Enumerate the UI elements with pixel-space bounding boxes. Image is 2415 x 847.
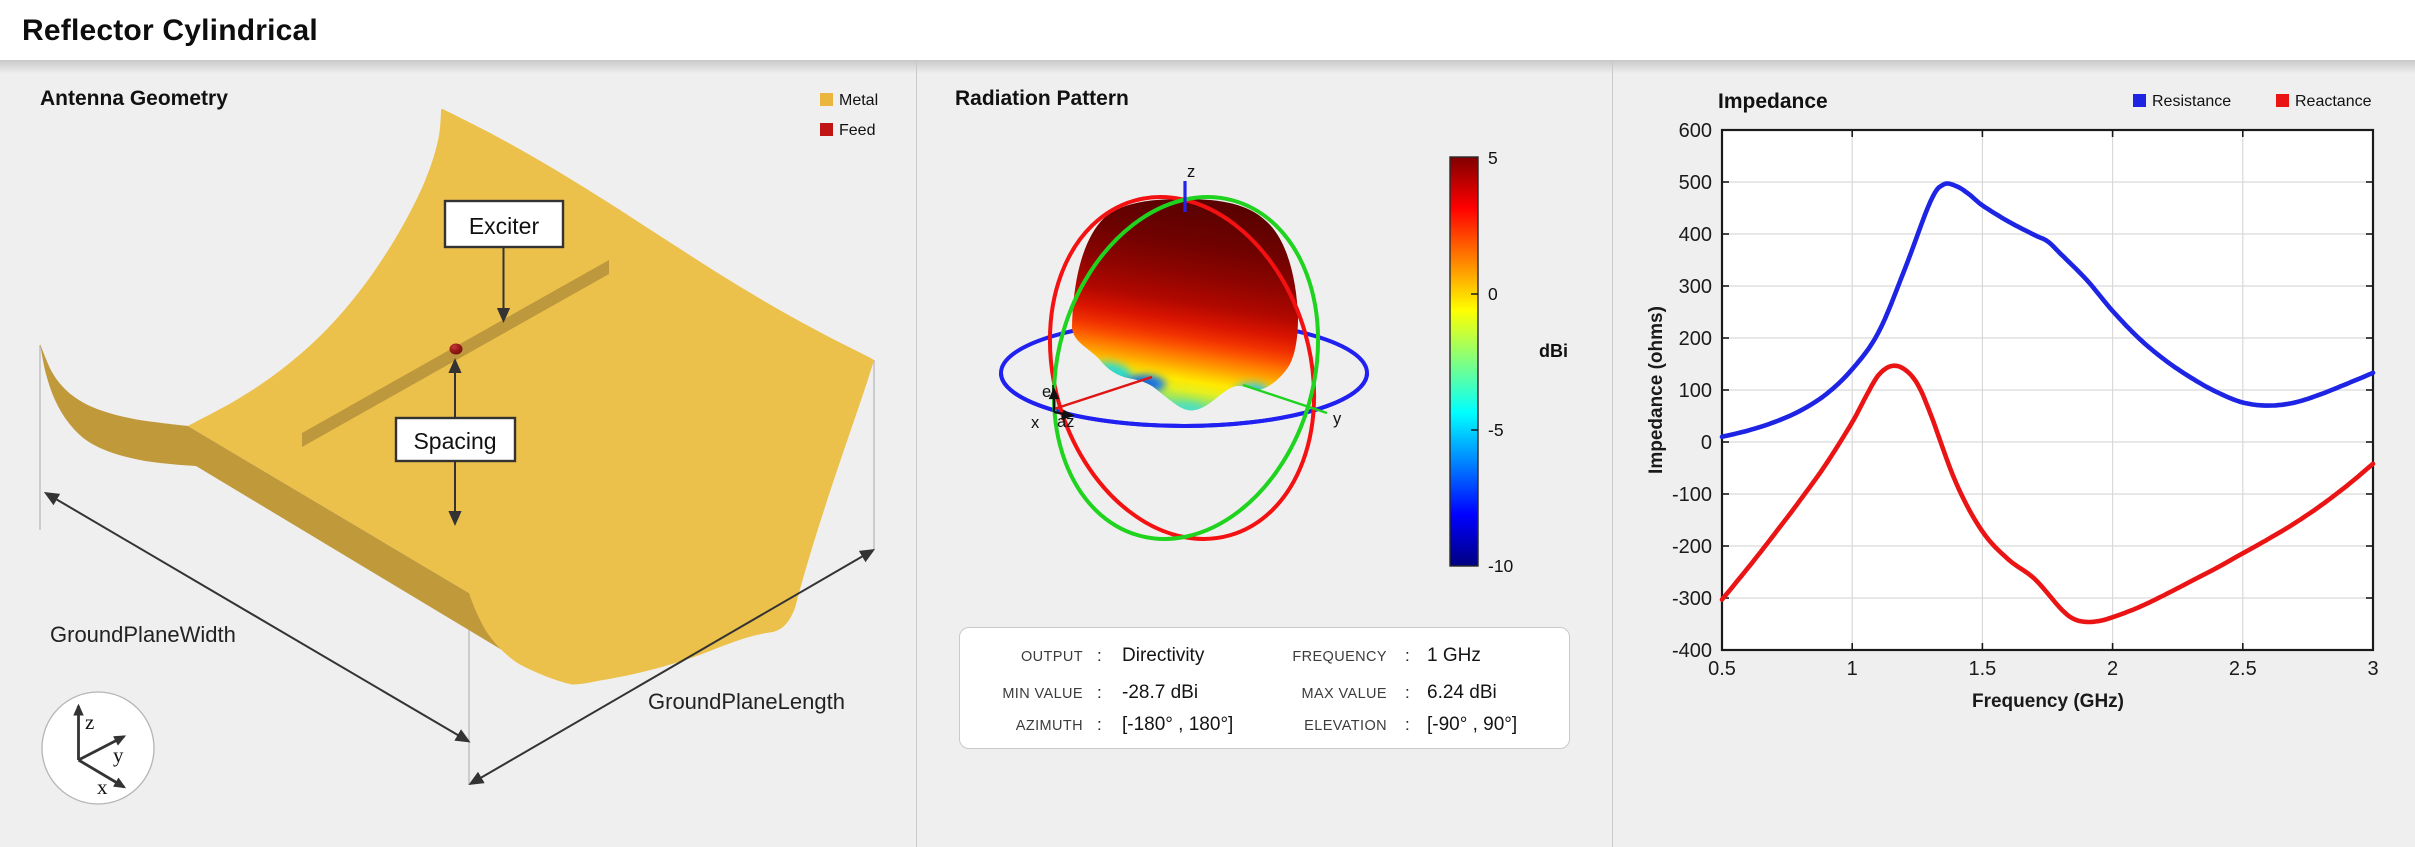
svg-text:500: 500 [1679, 172, 1712, 194]
svg-text:-10: -10 [1488, 556, 1514, 576]
svg-text:y: y [113, 743, 124, 767]
svg-text:z: z [85, 710, 94, 734]
svg-text:-300: -300 [1672, 588, 1712, 610]
svg-text:-5: -5 [1488, 420, 1504, 440]
svg-text:el: el [1042, 383, 1055, 401]
svg-text:2.5: 2.5 [2229, 658, 2257, 680]
svg-text:Impedance: Impedance [1718, 90, 1828, 113]
svg-text:Spacing: Spacing [413, 428, 496, 454]
svg-text:3: 3 [2367, 658, 2378, 680]
svg-text:-400: -400 [1672, 640, 1712, 662]
svg-text:Exciter: Exciter [469, 213, 540, 239]
svg-text:GroundPlaneWidth: GroundPlaneWidth [50, 622, 236, 647]
svg-text:dBi: dBi [1539, 341, 1568, 361]
svg-text:Metal: Metal [839, 92, 878, 109]
svg-text:z: z [1187, 163, 1195, 181]
svg-text:Antenna Geometry: Antenna Geometry [40, 87, 228, 110]
svg-text:Feed: Feed [839, 122, 875, 139]
svg-text:400: 400 [1679, 224, 1712, 246]
svg-text:GroundPlaneLength: GroundPlaneLength [648, 689, 845, 714]
svg-text:100: 100 [1679, 380, 1712, 402]
svg-text:600: 600 [1679, 120, 1712, 142]
svg-text:0: 0 [1488, 284, 1498, 304]
svg-text:1: 1 [1847, 658, 1858, 680]
svg-text:300: 300 [1679, 276, 1712, 298]
svg-text:x: x [97, 775, 108, 799]
svg-text:0.5: 0.5 [1708, 658, 1736, 680]
svg-text:Resistance: Resistance [2152, 93, 2231, 110]
svg-text:az: az [1057, 413, 1074, 431]
svg-text:5: 5 [1488, 148, 1498, 168]
svg-text:200: 200 [1679, 328, 1712, 350]
svg-text:0: 0 [1701, 432, 1712, 454]
svg-text:Reactance: Reactance [2295, 93, 2372, 110]
svg-text:-100: -100 [1672, 484, 1712, 506]
svg-text:2: 2 [2107, 658, 2118, 680]
svg-text:Impedance (ohms): Impedance (ohms) [1646, 306, 1667, 474]
svg-text:-200: -200 [1672, 536, 1712, 558]
svg-text:Radiation Pattern: Radiation Pattern [955, 87, 1129, 110]
svg-text:1.5: 1.5 [1968, 658, 1996, 680]
svg-text:y: y [1333, 410, 1342, 428]
svg-text:Frequency (GHz): Frequency (GHz) [1972, 691, 2124, 712]
svg-text:x: x [1031, 414, 1040, 432]
